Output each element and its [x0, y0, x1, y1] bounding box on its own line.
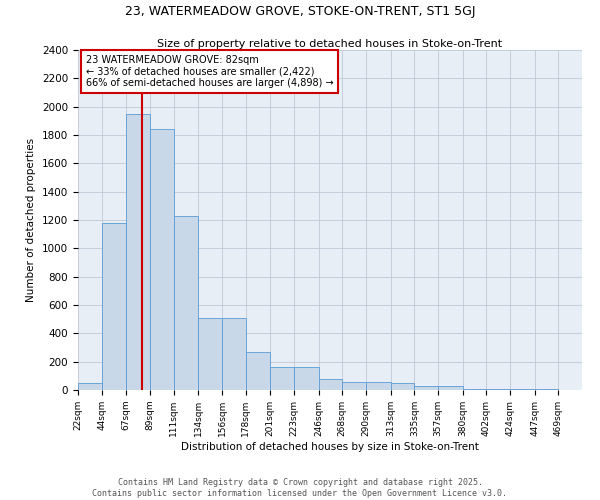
Bar: [366, 382, 391, 390]
X-axis label: Distribution of detached houses by size in Stoke-on-Trent: Distribution of detached houses by size …: [181, 442, 479, 452]
Text: Contains HM Land Registry data © Crown copyright and database right 2025.
Contai: Contains HM Land Registry data © Crown c…: [92, 478, 508, 498]
Bar: [173, 216, 199, 390]
Bar: [294, 368, 319, 390]
Bar: [127, 114, 150, 390]
Bar: [343, 382, 366, 390]
Bar: [415, 386, 438, 390]
Bar: [271, 368, 294, 390]
Bar: [319, 380, 343, 390]
Text: 23 WATERMEADOW GROVE: 82sqm
← 33% of detached houses are smaller (2,422)
66% of : 23 WATERMEADOW GROVE: 82sqm ← 33% of det…: [86, 55, 333, 88]
Bar: [222, 318, 245, 390]
Bar: [199, 318, 222, 390]
Bar: [78, 383, 101, 390]
Bar: [101, 223, 127, 390]
Bar: [391, 383, 415, 390]
Y-axis label: Number of detached properties: Number of detached properties: [26, 138, 37, 302]
Bar: [438, 386, 463, 390]
Text: 23, WATERMEADOW GROVE, STOKE-ON-TRENT, ST1 5GJ: 23, WATERMEADOW GROVE, STOKE-ON-TRENT, S…: [125, 5, 475, 18]
Title: Size of property relative to detached houses in Stoke-on-Trent: Size of property relative to detached ho…: [157, 39, 503, 49]
Bar: [487, 388, 510, 390]
Bar: [245, 352, 271, 390]
Bar: [463, 388, 487, 390]
Bar: [150, 130, 173, 390]
